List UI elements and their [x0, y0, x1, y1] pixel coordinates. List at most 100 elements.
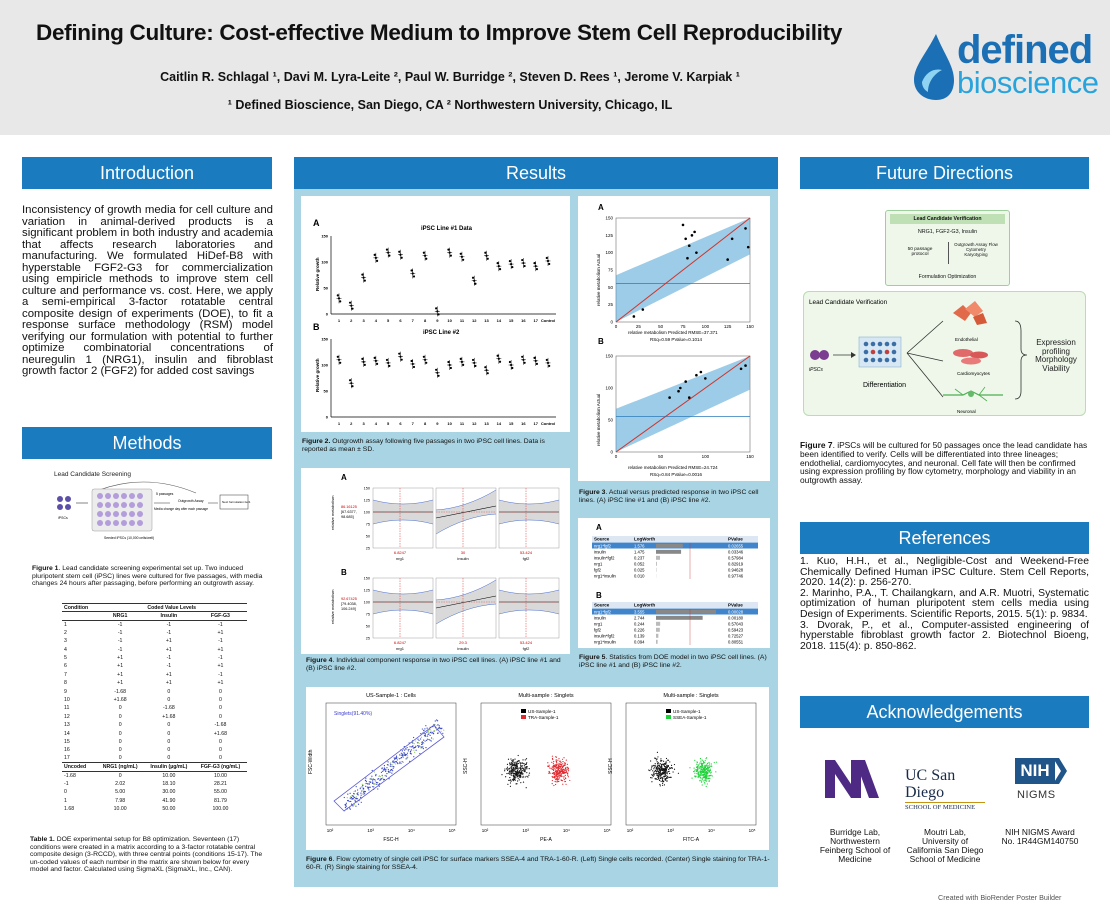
fig6-p1-event	[368, 789, 370, 791]
figure3-text: . Actual versus predicted response in tw…	[579, 489, 759, 504]
fig6-p1-event	[350, 796, 353, 799]
fig6-p2-event-control	[520, 773, 522, 776]
fig6-p3-event-control	[652, 765, 654, 767]
fig6-p3-event-control	[652, 775, 654, 777]
coded-table-row: 12 0 +1.68 0	[62, 713, 247, 721]
fig6-p1-ylabel: FSC-Width	[308, 749, 314, 774]
fig6-p1-event	[360, 796, 362, 798]
fig6-p3-event-control	[666, 765, 668, 767]
fig6-p2-event-stained	[555, 771, 557, 773]
fig6-p3-event-stained	[710, 774, 712, 776]
fig6-p2-event-stained	[554, 769, 557, 771]
fig6-p2-event-control	[526, 766, 528, 768]
fig2b-ytick: 100	[321, 363, 328, 368]
fig6-p3-event-stained	[703, 762, 705, 764]
fig6-p1-event	[420, 732, 422, 735]
fig6-p1-event	[442, 732, 444, 734]
fig6-p3-event-control	[661, 760, 663, 762]
fig6-p2-event-stained	[559, 771, 561, 773]
fig6-p1-event	[362, 789, 364, 791]
figure7-text: . iPSCs will be cultured for 50 passages…	[800, 440, 1088, 486]
fig2b-xtick: 15	[509, 421, 514, 426]
coded-table-cell: -1	[117, 638, 123, 645]
fig6-p2-event-control	[516, 764, 518, 767]
fig6-p3-frame	[625, 702, 757, 826]
fig6-p3-event-control	[667, 759, 670, 761]
uncoded-table-row: 1 7.98 41.90 81.79	[62, 796, 247, 804]
fig6-p3-event-control	[657, 762, 659, 765]
fig6-p2-event-control	[511, 768, 514, 770]
fig6-p1-event	[406, 754, 409, 756]
screening-passages-label: 5 passages	[156, 492, 174, 496]
fig6-p1-event	[424, 728, 426, 730]
fig3-xlabel-a: relative metabolism Predicted RMSE=37.37…	[628, 330, 718, 335]
fig2b-ytick: 0	[326, 415, 329, 420]
fig6-p1-event	[349, 792, 351, 794]
fig6-p3-legend-swatch-1	[666, 709, 671, 713]
fig6-p2-event-control	[526, 768, 528, 770]
uncoded-table-cell: 10.00	[162, 772, 176, 779]
fig6-p3-event-control	[669, 766, 671, 769]
fig3b-ytick: 150	[605, 354, 613, 359]
fig6-p3-event-control	[660, 758, 662, 760]
uncoded-table-cell: 81.79	[213, 797, 227, 804]
fig2b-point	[387, 361, 390, 365]
fig6-p3-event-stained	[709, 777, 711, 780]
fig5a-logworth: 1.576	[634, 544, 645, 549]
fig2b-point	[385, 358, 389, 362]
fig5b-logworth-bar	[656, 609, 716, 614]
fig6-p2-event-control	[519, 776, 521, 778]
fig6-p3-event-control	[654, 763, 656, 765]
fig6-p1-event	[381, 774, 383, 776]
fig6-p3-xtick: 10⁴	[708, 828, 715, 833]
fig6-p3-event-control	[665, 762, 667, 765]
fig6-p3-event-stained	[703, 767, 705, 769]
fig6-p1-event	[396, 759, 398, 761]
fig6-p3-event-control	[653, 771, 655, 773]
uncoded-table-cell: 1.68	[64, 806, 75, 813]
reference-3: 3. Dvorak, P., et al., Computer-assisted…	[800, 619, 1089, 652]
fig6-p1-event	[372, 780, 374, 782]
fig6-p1-event	[387, 763, 389, 766]
fig6-p1-event	[417, 738, 419, 740]
coded-table-cell: 0	[219, 696, 222, 703]
fig6-p2-event-stained	[567, 776, 569, 778]
coded-table-cell: 0	[219, 688, 222, 695]
table-subheader-insulin: Insulin	[143, 611, 194, 621]
fig6-p1-event	[362, 784, 364, 787]
fig6-p3-event-control	[650, 768, 652, 770]
fig6-p1-event	[384, 768, 386, 770]
coded-table-cell: 0	[219, 738, 222, 745]
fig6-p3-event-stained	[706, 768, 708, 771]
fig6-p2-event-control	[524, 768, 526, 770]
fig6-p3-event-control	[662, 781, 664, 783]
ucsd-logo: UC San Diego SCHOOL OF MEDICINE	[905, 767, 985, 811]
fig6-p1-event	[430, 740, 432, 742]
coded-table-cell: +1	[117, 663, 124, 670]
fig6-p3-event-control	[656, 774, 658, 776]
coded-table-cell: 0	[167, 738, 171, 745]
fig2b-point	[511, 366, 514, 370]
fig6-p3-event-control	[666, 759, 668, 761]
table-subheader-fgf: FGF-G3	[193, 611, 247, 621]
fig2b-point	[474, 364, 477, 368]
fig2-ylabel-b: Relative growth	[315, 358, 320, 392]
fig6-p1-event	[423, 739, 425, 741]
fig6-p2-event-control	[521, 772, 523, 774]
fig6-p1-event	[356, 793, 358, 795]
fig6-p2-event-control	[516, 783, 518, 785]
fig2b-point	[336, 355, 339, 358]
fig6-p2-event-stained	[557, 769, 559, 772]
fig6-p3-event-stained	[702, 759, 704, 761]
fig6-p2-event-stained	[558, 767, 561, 769]
fig3-panel-a-letter: A	[598, 203, 604, 212]
fig2b-xtick: 4	[375, 421, 378, 426]
fig6-p1-event	[413, 746, 416, 749]
fig5a-logworth: 0.010	[634, 574, 645, 579]
fig2b-point	[398, 352, 401, 355]
fig2b-xtick: 7	[412, 421, 415, 426]
coded-table-cell: +1	[165, 646, 172, 653]
fig6-p3-event-stained	[700, 774, 702, 776]
future-directions-heading: Future Directions	[800, 157, 1089, 189]
fig6-p2-event-stained	[565, 769, 567, 771]
